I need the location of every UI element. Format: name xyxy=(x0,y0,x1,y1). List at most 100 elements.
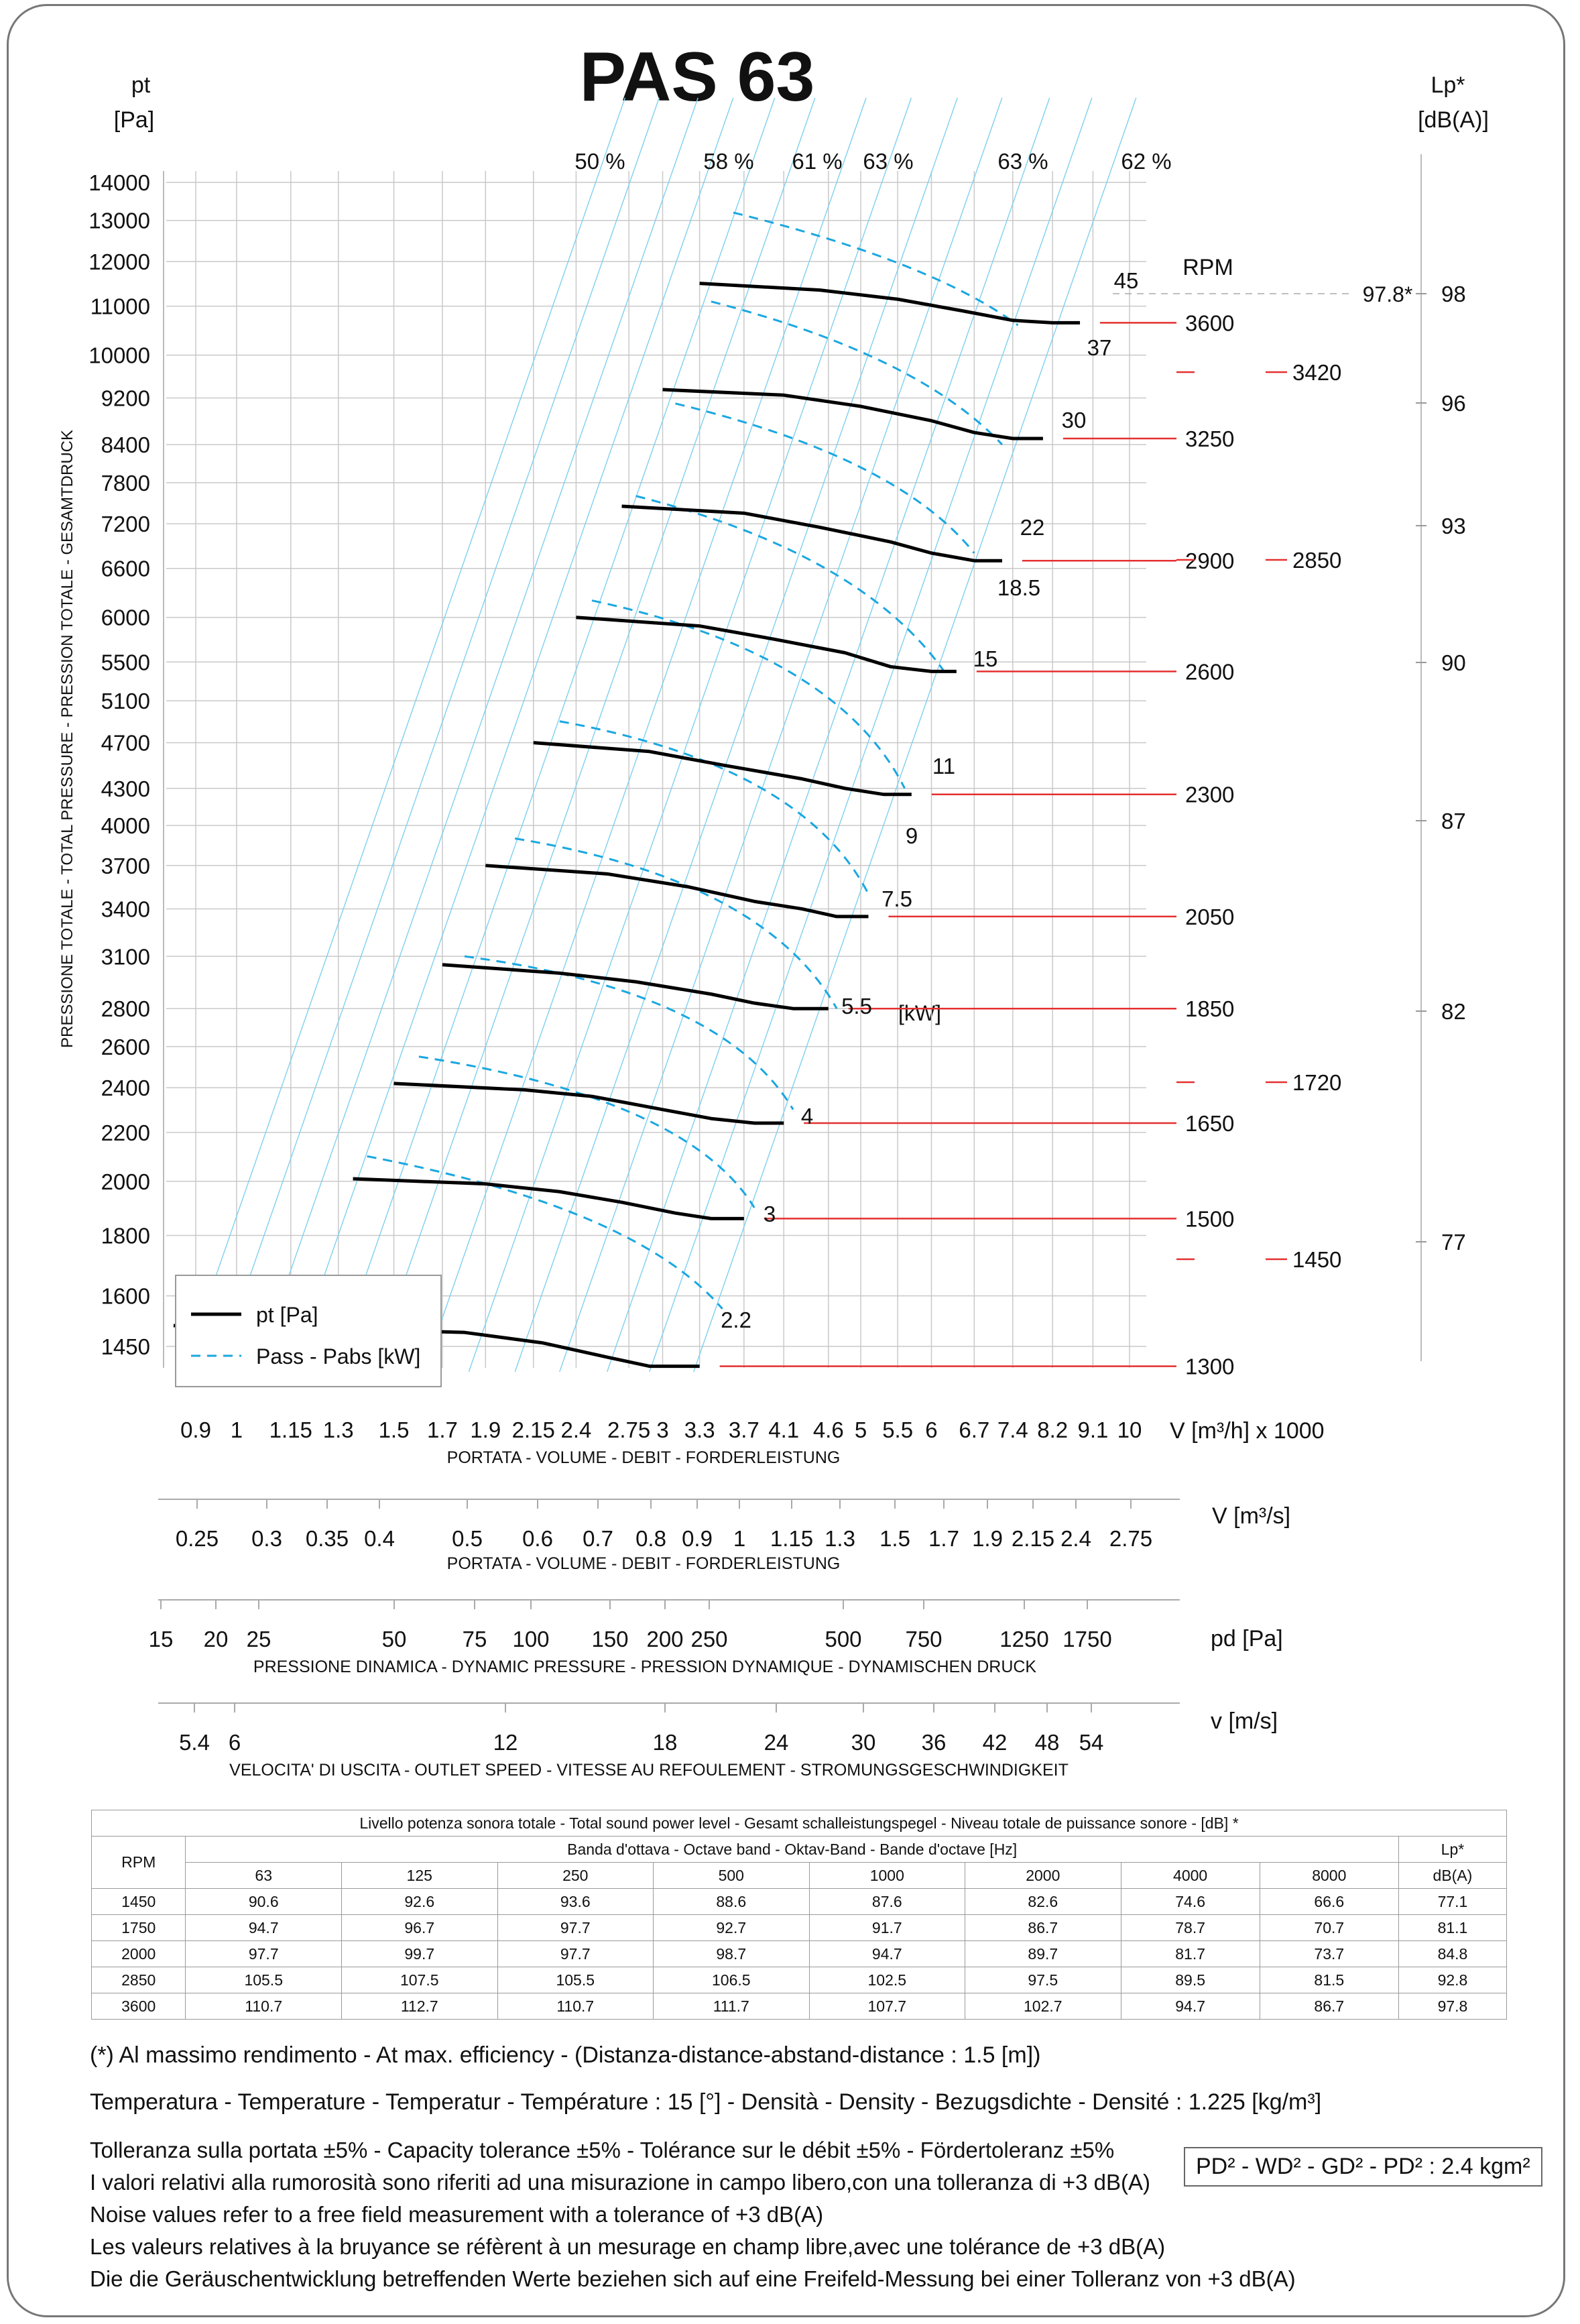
y-tick-label: 7200 xyxy=(101,512,150,536)
sound-table-cell-value: 92.7 xyxy=(653,1914,810,1941)
speed-caption: VELOCITA' DI USCITA - OUTLET SPEED - VIT… xyxy=(229,1761,1069,1780)
legend-box xyxy=(175,1275,442,1387)
y-tick-label: 3100 xyxy=(101,944,150,969)
band-250: 250 xyxy=(497,1862,654,1889)
power-label: 2.2 xyxy=(721,1308,751,1332)
pressure-curve-rpm-2050 xyxy=(485,864,869,919)
sound-table-row: 1450 90.6 92.6 93.6 88.6 87.6 82.6 74.6 66.6 77.1 xyxy=(90,1888,1508,1915)
x-tick-label: 3.3 xyxy=(684,1417,715,1442)
noise-note-de: Die die Geräuschentwicklung betreffenden… xyxy=(90,2266,1296,2291)
power-label: 15 xyxy=(973,646,998,671)
flow-m3s-tick-label: 2.4 xyxy=(1060,1526,1091,1551)
rpm-extra-label: 2850 xyxy=(1292,548,1341,573)
sound-table-row: 3600 110.7 112.7 110.7 111.7 107.7 102.7 94.7 86… xyxy=(90,1993,1508,2020)
right-axis-label: Lp* xyxy=(1431,72,1465,98)
efficiency-line xyxy=(423,97,867,1373)
power-curve xyxy=(464,955,794,1110)
efficiency-label: 62 % xyxy=(1121,149,1171,174)
pressure-curve-rpm-2300 xyxy=(533,741,912,797)
y-tick-label: 1600 xyxy=(101,1284,150,1309)
sound-table-cell-value: 110.7 xyxy=(497,1993,654,2020)
sound-power-table: Livello potenza sonora totale - Total so… xyxy=(90,1810,1508,2020)
rpm-label: 2600 xyxy=(1185,659,1234,684)
power-label: 45 xyxy=(1114,268,1139,293)
y-tick-label: 6000 xyxy=(101,605,150,630)
y-tick-label: 5500 xyxy=(101,650,150,675)
y-tick-label: 6600 xyxy=(101,557,150,581)
sound-table-cell-value: 102.7 xyxy=(965,1993,1121,2020)
rpm-label: 1500 xyxy=(1185,1206,1234,1231)
flow-m3h-caption: PORTATA - VOLUME - DEBIT - FORDERLEISTUN… xyxy=(447,1448,841,1467)
speed-tick-label: 5.4 xyxy=(179,1730,210,1755)
speed-tick-label: 30 xyxy=(851,1730,876,1755)
speed-tick-label: 12 xyxy=(493,1730,518,1755)
band-8000: 8000 xyxy=(1259,1862,1399,1889)
power-label: 4 xyxy=(801,1104,813,1128)
rpm-label: 2300 xyxy=(1185,782,1234,807)
pd-tick-label: 1750 xyxy=(1062,1627,1111,1651)
sound-table-cell-rpm: 1750 xyxy=(90,1914,186,1941)
y-tick-label: 9200 xyxy=(101,386,150,410)
sound-table-cell-value: 97.7 xyxy=(497,1940,654,1967)
sound-table-cell-value: 96.7 xyxy=(341,1914,498,1941)
flow-m3h-unit: V [m³/h] x 1000 xyxy=(1170,1418,1325,1444)
sound-table-cell-value: 86.7 xyxy=(1259,1993,1399,2020)
flow-m3s-tick-label: 1.7 xyxy=(928,1526,959,1551)
power-curve xyxy=(418,1055,755,1208)
band-1000: 1000 xyxy=(808,1862,966,1889)
sound-table-lp-header: Lp* xyxy=(1398,1836,1508,1863)
sound-table-band-row: 63 125 250 500 1000 2000 4000 8000 dB(A) xyxy=(92,1862,1508,1889)
inertia-box: PD² - WD² - GD² - PD² : 2.4 kgm² xyxy=(1184,2147,1542,2187)
x-tick-label: 2.75 xyxy=(607,1417,650,1442)
x-tick-label: 0.9 xyxy=(180,1417,211,1442)
x-tick-label: 6.7 xyxy=(959,1417,989,1442)
sound-table-cell-value: 97.5 xyxy=(965,1967,1121,1993)
pd-tick-label: 50 xyxy=(382,1627,407,1651)
lp-tick-label: 98 xyxy=(1441,282,1466,306)
efficiency-line xyxy=(182,97,626,1373)
lp-tick-label: 82 xyxy=(1441,999,1466,1024)
sound-table-cell-value: 98.7 xyxy=(653,1940,810,1967)
sound-table-row: 2000 97.7 99.7 97.7 98.7 94.7 89.7 81.7 73.7 84.8 xyxy=(90,1940,1508,1967)
rpm-label: 3600 xyxy=(1185,310,1234,335)
pd-tick-label: 75 xyxy=(463,1627,487,1651)
sound-table-cell-rpm: 2000 xyxy=(90,1940,186,1967)
sound-table-cell-lp: 84.8 xyxy=(1398,1940,1508,1967)
y-tick-label: 3400 xyxy=(101,897,150,922)
efficiency-label: 58 % xyxy=(703,149,753,174)
pressure-curve-rpm-2600 xyxy=(576,616,957,673)
power-curve xyxy=(559,720,869,895)
sound-table-cell-value: 87.6 xyxy=(808,1888,966,1915)
y-tick-label: 2200 xyxy=(101,1120,150,1145)
y-tick-label: 14000 xyxy=(88,170,150,195)
sound-table-cell-value: 73.7 xyxy=(1259,1940,1399,1967)
y-axis-label: pt xyxy=(131,72,151,98)
speed-tick-label: 48 xyxy=(1035,1730,1060,1755)
sound-table-rpm-header: RPM xyxy=(90,1836,186,1889)
sound-table-cell-value: 106.5 xyxy=(653,1967,810,1993)
flow-m3s-tick-label: 2.15 xyxy=(1012,1526,1054,1551)
y-tick-label: 2600 xyxy=(101,1035,150,1059)
power-label: 5.5 xyxy=(841,994,872,1019)
sound-table-cell-value: 94.7 xyxy=(1120,1993,1260,2020)
flow-m3s-tick-label: 1.5 xyxy=(879,1526,910,1551)
legend-pressure-label: pt [Pa] xyxy=(256,1303,318,1327)
efficiency-line xyxy=(607,97,1050,1373)
power-unit: [kW] xyxy=(898,1001,941,1025)
band-4000: 4000 xyxy=(1120,1862,1260,1889)
y-tick-label: 12000 xyxy=(88,249,150,274)
pd-tick-label: 500 xyxy=(825,1627,861,1651)
efficiency-line xyxy=(372,97,816,1373)
pressure-curve-rpm-1650 xyxy=(393,1082,784,1125)
sound-table-cell-value: 111.7 xyxy=(653,1993,810,2020)
pd-unit: pd [Pa] xyxy=(1211,1626,1283,1651)
pd-tick-label: 100 xyxy=(512,1627,549,1651)
flow-m3s-tick-label: 0.6 xyxy=(522,1526,553,1551)
sound-table-cell-value: 97.7 xyxy=(497,1914,654,1941)
y-tick-label: 1450 xyxy=(101,1334,150,1359)
power-label: 22 xyxy=(1020,515,1045,540)
power-label: 3 xyxy=(764,1202,776,1226)
sound-table-cell-value: 94.7 xyxy=(808,1940,966,1967)
sound-table-cell-value: 93.6 xyxy=(497,1888,654,1915)
x-tick-label: 2.4 xyxy=(560,1417,591,1442)
